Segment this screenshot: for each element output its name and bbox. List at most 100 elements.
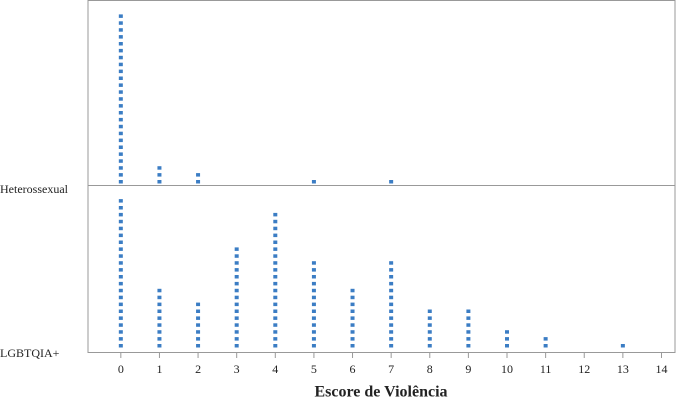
dot xyxy=(118,212,123,217)
dot xyxy=(350,337,355,341)
dot xyxy=(196,309,201,313)
dot xyxy=(505,330,510,334)
dot xyxy=(273,330,278,334)
dot xyxy=(273,323,278,327)
dot-column xyxy=(118,199,123,348)
dot xyxy=(118,159,123,163)
dot xyxy=(234,330,239,334)
dot xyxy=(118,69,123,74)
dot xyxy=(466,323,471,327)
x-tick-label: 1 xyxy=(156,362,162,376)
dot xyxy=(427,323,432,327)
dot xyxy=(273,337,278,341)
dot xyxy=(389,261,394,265)
dot xyxy=(196,330,201,334)
dot xyxy=(234,275,239,279)
dot xyxy=(543,337,548,341)
dot xyxy=(389,344,394,348)
x-tick-label: 13 xyxy=(617,362,629,376)
dot xyxy=(234,337,239,341)
dot-column xyxy=(273,212,278,348)
dot xyxy=(118,180,123,184)
dot xyxy=(311,316,316,320)
dot xyxy=(427,330,432,334)
dot xyxy=(273,219,278,224)
dot xyxy=(157,295,162,300)
dot xyxy=(157,309,162,313)
dot xyxy=(118,166,123,170)
dot xyxy=(196,344,201,348)
dot xyxy=(118,261,123,265)
dot xyxy=(389,337,394,341)
dot xyxy=(620,344,625,348)
dot xyxy=(273,344,278,348)
dot xyxy=(389,288,394,293)
dot xyxy=(118,199,123,203)
dot xyxy=(118,344,123,348)
dot-column xyxy=(389,261,394,348)
dot xyxy=(389,281,394,286)
x-tick-label: 0 xyxy=(118,362,124,376)
dot xyxy=(118,295,123,300)
x-tick-label: 14 xyxy=(655,362,667,376)
dot-column xyxy=(234,247,239,348)
dot-column xyxy=(196,302,201,348)
dot xyxy=(389,316,394,320)
dot xyxy=(273,247,278,251)
dot xyxy=(234,302,239,307)
dot xyxy=(311,330,316,334)
dot xyxy=(273,254,278,258)
dot xyxy=(118,247,123,251)
dot xyxy=(389,180,394,184)
x-tick-label: 6 xyxy=(350,362,356,376)
dot xyxy=(350,288,355,293)
dot xyxy=(234,254,239,258)
dot xyxy=(234,344,239,348)
dot xyxy=(234,281,239,286)
dot xyxy=(350,344,355,348)
dot xyxy=(273,233,278,238)
dot xyxy=(118,90,123,94)
dot-column xyxy=(427,309,432,348)
x-tick-label: 5 xyxy=(311,362,317,376)
dot xyxy=(466,316,471,320)
dot xyxy=(350,316,355,320)
dot xyxy=(427,344,432,348)
dot xyxy=(311,288,316,293)
dot xyxy=(118,226,123,231)
dot xyxy=(466,309,471,313)
dot xyxy=(311,281,316,286)
x-axis-title: Escore de Violência xyxy=(314,384,447,400)
dot xyxy=(389,330,394,334)
dot xyxy=(273,226,278,231)
dot-column xyxy=(505,330,510,348)
dot xyxy=(273,275,278,279)
dot xyxy=(350,309,355,313)
dot xyxy=(157,166,162,170)
x-tick-label: 9 xyxy=(465,362,471,376)
dot-column xyxy=(157,288,162,348)
dot xyxy=(118,268,123,272)
dot xyxy=(389,323,394,327)
dot xyxy=(118,124,123,129)
dot xyxy=(234,288,239,293)
dot xyxy=(466,337,471,341)
dot-column xyxy=(118,14,123,184)
x-tick-label: 12 xyxy=(578,362,590,376)
dot xyxy=(311,323,316,327)
dot xyxy=(118,104,123,108)
dot xyxy=(118,302,123,307)
dot xyxy=(466,344,471,348)
dot xyxy=(311,261,316,265)
dot xyxy=(118,35,123,39)
dot xyxy=(157,316,162,320)
dot xyxy=(118,206,123,210)
dot xyxy=(118,111,123,115)
dot xyxy=(350,330,355,334)
dot xyxy=(118,83,123,87)
dot xyxy=(311,344,316,348)
dot xyxy=(118,42,123,46)
dot xyxy=(234,261,239,265)
dot xyxy=(311,302,316,307)
